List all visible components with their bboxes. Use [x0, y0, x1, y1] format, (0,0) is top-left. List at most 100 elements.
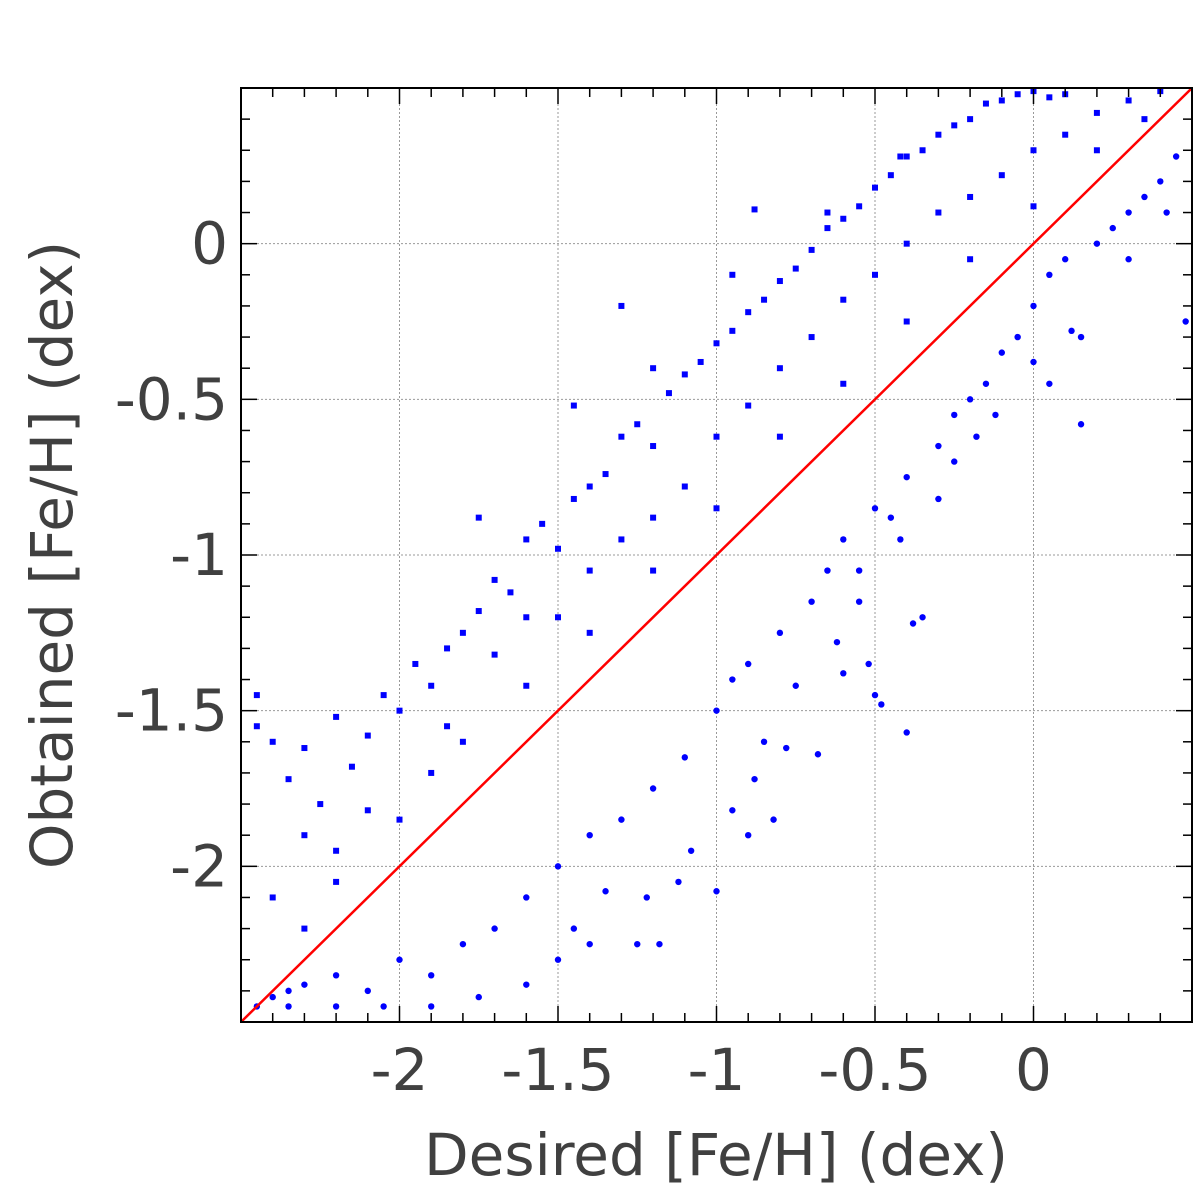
data-point [1030, 358, 1037, 366]
data-point [909, 620, 917, 627]
data-point [992, 411, 999, 419]
data-point [475, 514, 482, 521]
data-point [554, 863, 562, 870]
data-point [951, 458, 958, 465]
data-point [783, 744, 790, 752]
data-point [681, 371, 688, 378]
data-point [1030, 203, 1037, 210]
data-point [539, 520, 546, 527]
x-tick-label: 0 [1015, 1036, 1052, 1104]
data-point [897, 536, 904, 543]
data-point [301, 832, 308, 839]
data-point [967, 256, 974, 263]
data-point [808, 334, 815, 341]
data-point [285, 987, 292, 995]
data-point [656, 940, 663, 948]
data-point [1125, 209, 1132, 216]
data-point [840, 296, 847, 303]
data-point [428, 769, 435, 776]
data-point [523, 682, 530, 689]
data-point [776, 365, 783, 372]
data-point [770, 816, 777, 823]
data-point [459, 940, 467, 948]
data-point [665, 390, 672, 397]
x-tick-label: -2 [371, 1036, 429, 1104]
data-point [998, 349, 1005, 356]
data-point [1030, 302, 1037, 310]
data-point [745, 402, 752, 409]
data-point [396, 707, 403, 714]
data-point [269, 894, 276, 901]
data-point [919, 147, 926, 154]
data-point [903, 153, 910, 160]
data-point [491, 651, 498, 658]
data-point [855, 598, 863, 605]
data-point [951, 122, 958, 129]
data-point [1141, 193, 1148, 201]
data-point [966, 396, 974, 403]
data-point [586, 940, 593, 948]
data-point [760, 738, 768, 745]
data-point [713, 888, 720, 895]
data-point [903, 240, 910, 247]
data-point [973, 433, 980, 440]
data-point [998, 97, 1005, 104]
data-point [475, 993, 482, 1001]
data-point [856, 203, 863, 210]
data-point [285, 776, 292, 783]
data-point [865, 660, 872, 668]
data-point [333, 713, 340, 720]
data-point [713, 433, 720, 440]
data-point [555, 614, 561, 621]
data-point [814, 751, 822, 758]
data-point [729, 327, 736, 334]
data-point [618, 536, 625, 543]
data-point [602, 471, 609, 478]
data-point [650, 365, 657, 372]
data-point [1109, 224, 1116, 232]
data-point [1014, 333, 1021, 341]
data-point [1093, 147, 1100, 154]
data-point [855, 567, 863, 574]
data-point [380, 692, 387, 699]
data-point [1172, 153, 1180, 160]
data-point [808, 598, 815, 605]
data-point [491, 576, 498, 583]
data-point [586, 832, 593, 839]
data-point [428, 972, 435, 979]
data-point [1062, 256, 1069, 263]
data-point [301, 981, 308, 988]
data-point [903, 318, 910, 325]
data-point [1046, 94, 1053, 101]
data-point [364, 807, 371, 814]
data-point [776, 278, 783, 285]
y-tick-label: -2 [170, 832, 228, 900]
data-point [681, 483, 688, 490]
data-point [1014, 91, 1021, 98]
data-point [253, 723, 260, 730]
data-point [1068, 327, 1075, 335]
data-point [776, 629, 784, 637]
data-point [602, 888, 609, 895]
data-point [935, 495, 942, 503]
data-point [1062, 131, 1069, 138]
data-point [586, 567, 593, 574]
data-point [285, 1003, 292, 1010]
data-point [634, 940, 641, 948]
y-axis-title: Obtained [Fe/H] (dex) [18, 241, 86, 869]
data-point [1093, 109, 1100, 116]
data-point [998, 172, 1005, 179]
data-point [301, 925, 308, 932]
data-point [554, 956, 562, 963]
data-point [792, 265, 799, 272]
y-tick-label: -1.5 [115, 677, 228, 745]
data-point [833, 638, 841, 646]
data-point [333, 878, 340, 885]
data-point [491, 925, 498, 932]
data-point [935, 131, 942, 138]
data-point [903, 729, 910, 736]
data-point [650, 567, 657, 574]
data-point [887, 172, 894, 179]
data-point [649, 785, 657, 792]
